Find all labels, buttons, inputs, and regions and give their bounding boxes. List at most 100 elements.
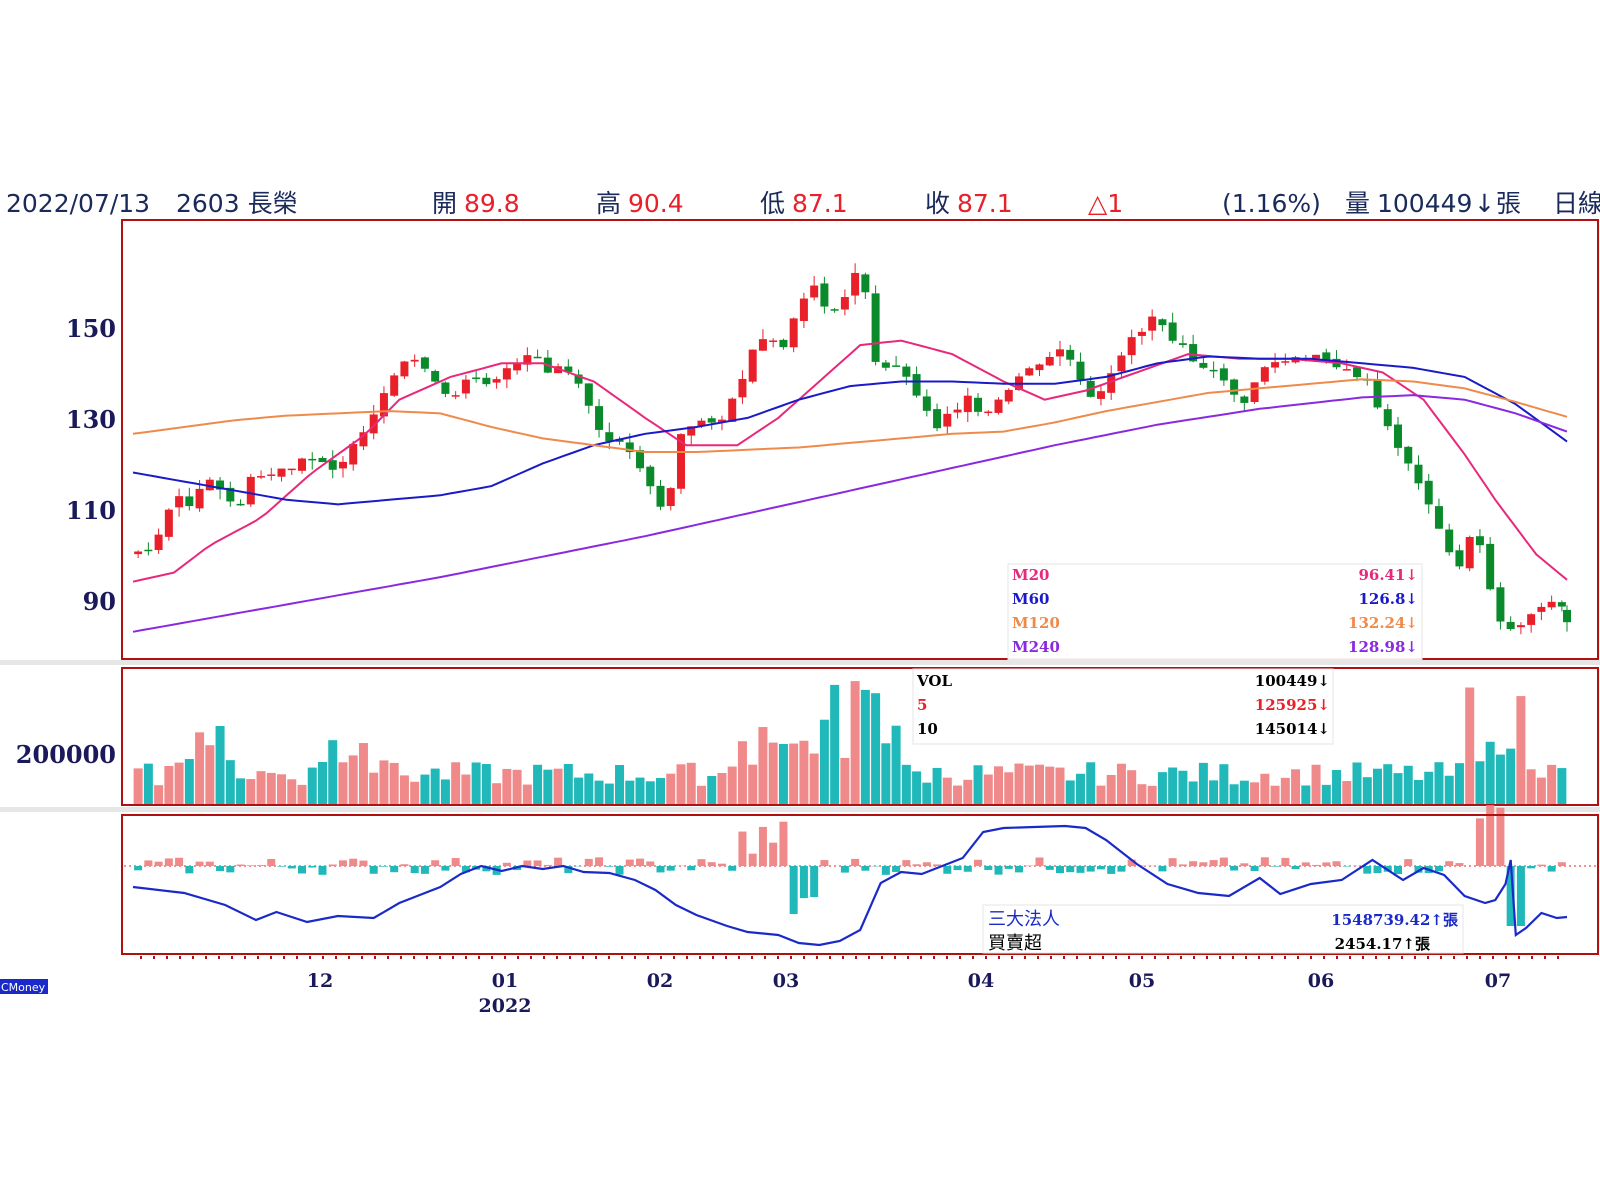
x-tick-label: 01 <box>492 970 518 992</box>
x-axis-tick-mark <box>374 956 376 959</box>
net-buy-sell-bar <box>595 857 604 866</box>
volume-bar <box>430 768 440 804</box>
net-buy-sell-bar <box>379 866 388 867</box>
candle-body <box>994 399 1003 413</box>
volume-bar <box>625 780 635 804</box>
candle-body <box>1107 373 1116 393</box>
candle-body <box>134 551 143 555</box>
volume-bar <box>195 732 205 804</box>
volume-bar <box>1506 748 1516 804</box>
net-buy-sell-bar <box>892 866 901 872</box>
candle-body <box>830 309 839 311</box>
net-buy-sell-bar <box>840 866 849 873</box>
candle-body <box>164 509 173 537</box>
candle-body <box>892 365 901 367</box>
institutional-cumulative-line <box>132 824 1568 947</box>
volume-bar <box>399 775 409 804</box>
volume-bar <box>1373 768 1383 804</box>
candle-body <box>779 339 788 348</box>
x-axis: 12 01 02 03 04 05 06 07 2022 <box>307 970 1511 1017</box>
price-tick-label: 130 <box>66 405 116 434</box>
net-buy-sell-bar <box>1240 863 1249 866</box>
x-axis-tick-mark <box>1375 956 1377 959</box>
cmoney-logo: CMoney <box>0 979 48 994</box>
candle-body <box>974 397 983 412</box>
candle-body <box>871 293 880 362</box>
x-tick-label: 02 <box>647 970 673 992</box>
net-buy-sell-bar <box>666 866 675 871</box>
net-buy-sell-bar <box>1445 861 1454 866</box>
candle-body <box>1117 355 1126 372</box>
candle-body <box>676 434 685 489</box>
volume-bar <box>942 777 952 804</box>
net-buy-sell-bar <box>1107 866 1116 874</box>
net-buy-sell-bar <box>1434 866 1443 872</box>
x-axis-tick-mark <box>634 956 636 959</box>
candle-body <box>1219 368 1228 381</box>
net-buy-sell-bar <box>1004 866 1013 869</box>
net-buy-sell-bar <box>1015 866 1024 873</box>
net-buy-sell-bar <box>400 864 409 866</box>
x-axis-tick-mark <box>1401 956 1403 959</box>
volume-bar <box>891 725 901 804</box>
x-axis-tick-mark <box>1128 956 1130 959</box>
institutional-legend-title: 三大法人 <box>988 909 1060 930</box>
candle-body <box>717 419 726 422</box>
volume-bar <box>1065 780 1075 804</box>
net-buy-sell-bar <box>277 866 286 867</box>
volume-bar <box>615 765 625 804</box>
header-date: 2022/07/13 <box>6 189 150 218</box>
candle-body <box>257 476 266 478</box>
candle-body <box>1096 391 1105 399</box>
price-panel: 150 130 110 90 M20 96.41↓ M60 126.8↓ M12… <box>66 219 1599 661</box>
volume-bar <box>522 784 532 804</box>
candle-body <box>933 409 942 429</box>
candle-body <box>461 379 470 394</box>
net-buy-sell-bar <box>953 866 962 871</box>
net-buy-sell-bar <box>1404 859 1413 866</box>
ma-legend-name: M20 <box>1012 566 1049 584</box>
net-buy-sell-bar <box>175 857 184 866</box>
volume-bar <box>912 771 922 804</box>
net-buy-sell-bar <box>554 857 563 866</box>
net-buy-sell-bar <box>1260 857 1269 866</box>
volume-bar <box>1239 780 1249 804</box>
cmoney-logo-bg <box>0 979 48 994</box>
x-axis-tick-mark <box>413 956 415 959</box>
x-axis-tick-mark <box>1011 956 1013 959</box>
x-axis-tick-mark <box>1115 956 1117 959</box>
x-axis-tick-mark <box>1154 956 1156 959</box>
volume-bar <box>317 761 327 804</box>
price-panel-frame <box>121 219 1599 660</box>
x-axis-tick-mark <box>1336 956 1338 959</box>
candle-body <box>1055 349 1064 357</box>
net-buy-sell-bar <box>523 860 532 866</box>
volume-legend-name: 10 <box>917 720 938 738</box>
candle-body <box>912 374 921 396</box>
net-buy-sell-bar <box>1117 866 1126 872</box>
x-axis-tick-mark <box>1167 956 1169 959</box>
header-high: 90.4 <box>628 189 684 218</box>
volume-bar <box>1219 764 1229 804</box>
volume-bar <box>1250 782 1260 804</box>
volume-bar <box>174 762 184 804</box>
candle-body <box>1516 625 1525 628</box>
candle-body <box>1563 609 1571 623</box>
volume-bar <box>809 753 819 804</box>
net-buy-sell-bar <box>246 865 255 866</box>
ma-line-m60 <box>132 355 1568 506</box>
x-axis-tick-mark <box>1362 956 1364 959</box>
volume-bar <box>1024 765 1034 804</box>
volume-bar <box>1536 777 1546 804</box>
volume-legend-value: 145014↓ <box>1255 720 1330 738</box>
candle-body <box>369 414 378 434</box>
net-buy-sell-bar <box>185 866 194 874</box>
x-axis-tick-mark <box>179 956 181 959</box>
volume-bar <box>1157 772 1167 804</box>
volume-bar <box>1393 773 1403 804</box>
candle-body <box>1506 621 1515 630</box>
header-volume-arrow: ↓ <box>1474 189 1495 218</box>
candle-body <box>943 413 952 427</box>
candle-body <box>595 406 604 430</box>
